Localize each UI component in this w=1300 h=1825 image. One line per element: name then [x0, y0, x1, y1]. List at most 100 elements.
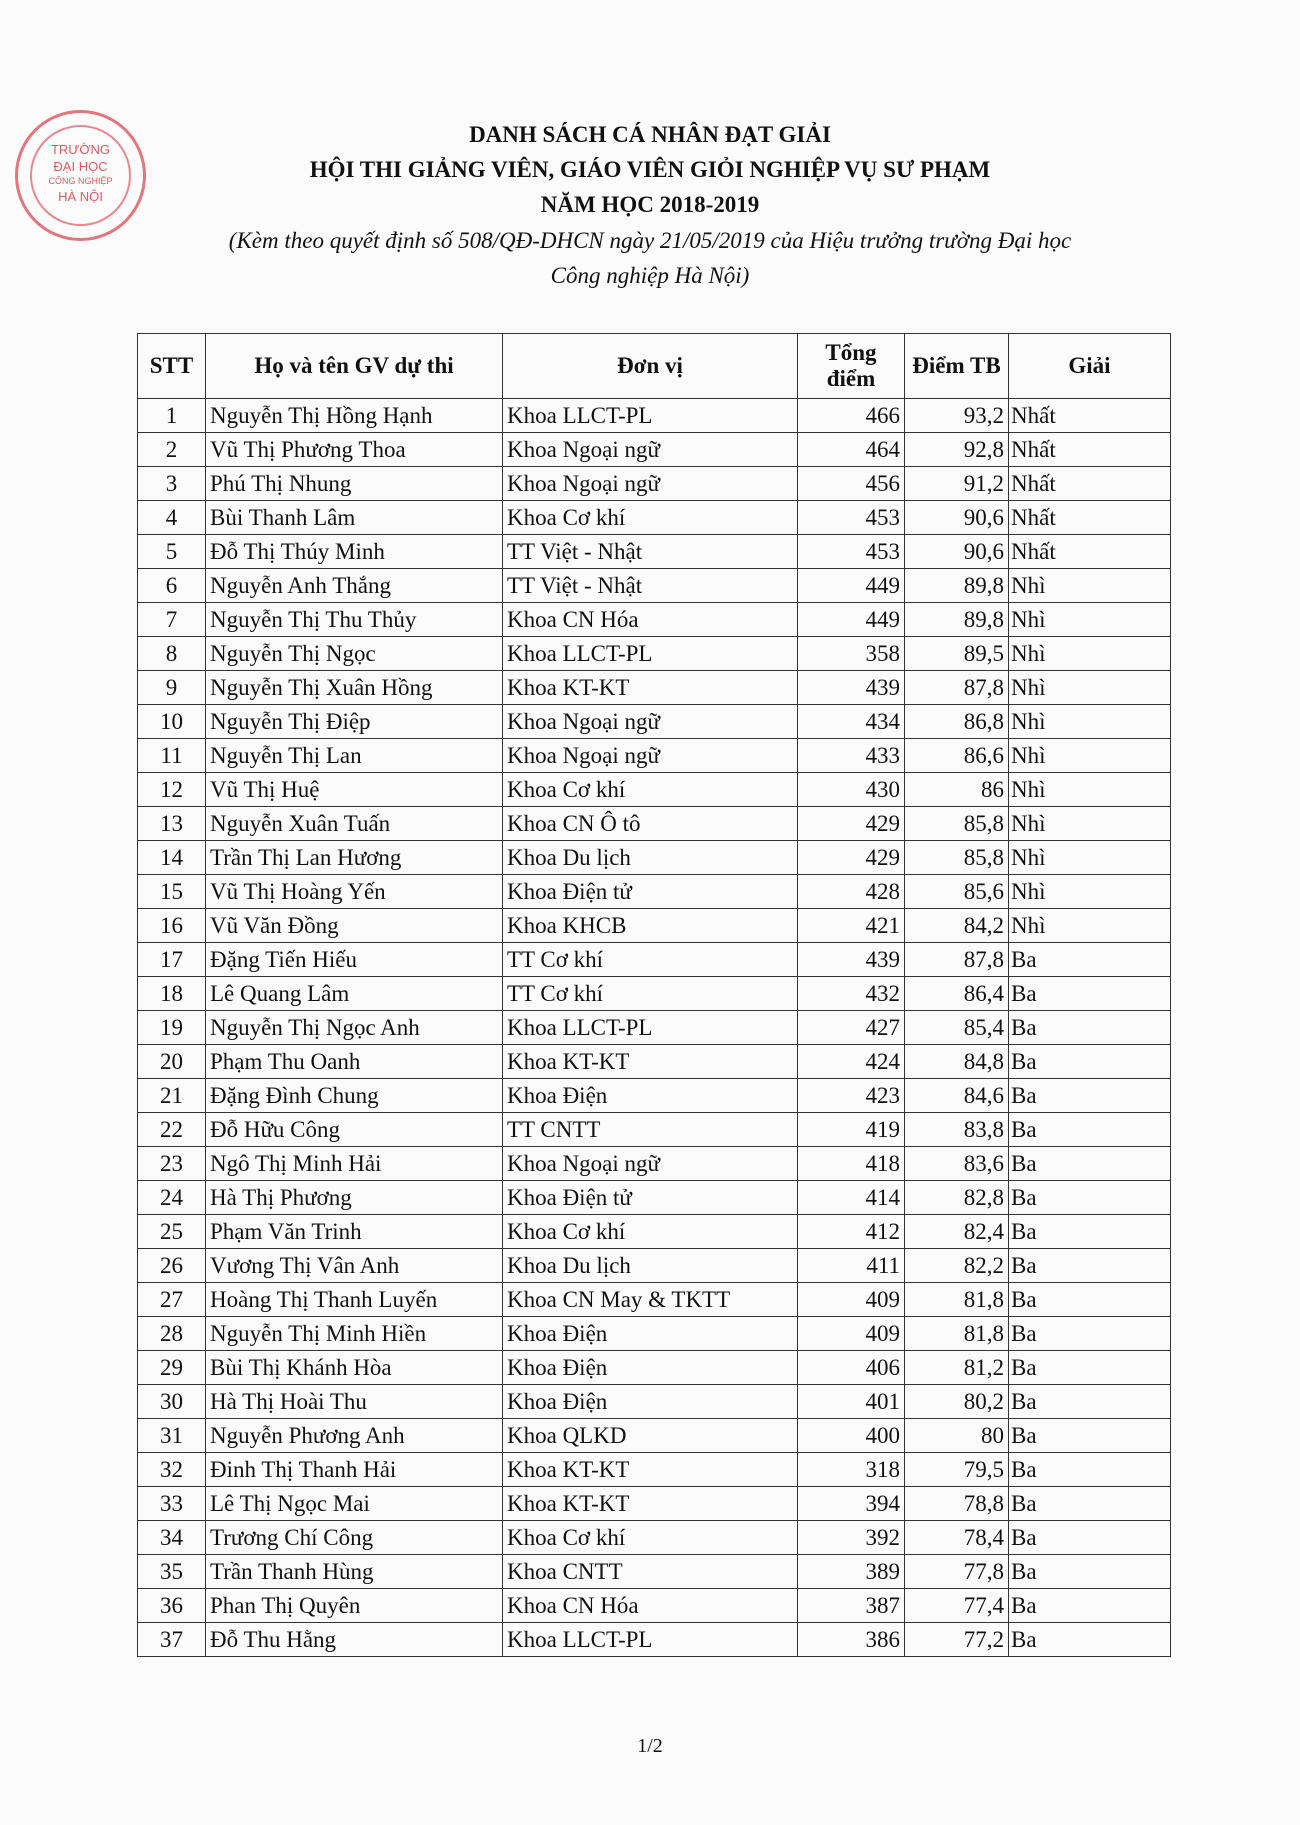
cell-total: 419 — [797, 1112, 905, 1147]
cell-total: 434 — [797, 704, 905, 739]
cell-stt: 8 — [137, 636, 206, 671]
cell-average: 89,8 — [904, 568, 1009, 603]
cell-total: 401 — [797, 1384, 905, 1419]
table-row: 17 Đặng Tiến Hiếu TT Cơ khí 439 87,8 Ba — [137, 942, 1171, 977]
cell-total: 429 — [797, 806, 905, 841]
cell-award: Ba — [1008, 1486, 1171, 1521]
cell-total: 449 — [797, 602, 905, 637]
cell-stt: 19 — [137, 1010, 206, 1045]
cell-total: 412 — [797, 1214, 905, 1249]
table-row: 15 Vũ Thị Hoàng Yến Khoa Điện tử 428 85,6 Nhì — [137, 874, 1171, 909]
cell-unit: Khoa Ngoại ngữ — [502, 1146, 798, 1181]
table-row: 5 Đỗ Thị Thúy Minh TT Việt - Nhật 453 90,6 Nh… — [137, 534, 1171, 569]
cell-total: 387 — [797, 1588, 905, 1623]
cell-stt: 32 — [137, 1452, 206, 1487]
cell-average: 85,4 — [904, 1010, 1009, 1045]
cell-unit: Khoa Điện — [502, 1078, 798, 1113]
cell-unit: Khoa CN Ô tô — [502, 806, 798, 841]
cell-unit: Khoa LLCT-PL — [502, 1622, 798, 1657]
cell-stt: 6 — [137, 568, 206, 603]
cell-average: 84,6 — [904, 1078, 1009, 1113]
cell-award: Ba — [1008, 1282, 1171, 1317]
cell-stt: 26 — [137, 1248, 206, 1283]
cell-award: Nhì — [1008, 704, 1171, 739]
cell-stt: 20 — [137, 1044, 206, 1079]
cell-name: Nguyễn Thị Điệp — [205, 704, 503, 739]
cell-name: Nguyễn Anh Thắng — [205, 568, 503, 603]
cell-stt: 13 — [137, 806, 206, 841]
cell-total: 411 — [797, 1248, 905, 1283]
cell-average: 82,2 — [904, 1248, 1009, 1283]
cell-average: 93,2 — [904, 398, 1009, 433]
cell-average: 89,5 — [904, 636, 1009, 671]
cell-name: Ngô Thị Minh Hải — [205, 1146, 503, 1181]
header-unit: Đơn vị — [502, 333, 798, 399]
cell-award: Ba — [1008, 1078, 1171, 1113]
cell-unit: Khoa Điện tử — [502, 874, 798, 909]
cell-unit: TT Việt - Nhật — [502, 534, 798, 569]
table-row: 26 Vương Thị Vân Anh Khoa Du lịch 411 82,2 Ba — [137, 1248, 1171, 1283]
cell-unit: Khoa Ngoại ngữ — [502, 466, 798, 501]
cell-award: Nhì — [1008, 568, 1171, 603]
cell-name: Đỗ Hữu Công — [205, 1112, 503, 1147]
cell-name: Đinh Thị Thanh Hải — [205, 1452, 503, 1487]
cell-total: 409 — [797, 1282, 905, 1317]
cell-award: Ba — [1008, 1044, 1171, 1079]
cell-unit: Khoa KT-KT — [502, 1486, 798, 1521]
title-line-2: HỘI THI GIẢNG VIÊN, GIÁO VIÊN GIỎI NGHIỆ… — [309, 157, 991, 182]
cell-average: 77,2 — [904, 1622, 1009, 1657]
cell-stt: 33 — [137, 1486, 206, 1521]
table-row: 34 Trương Chí Công Khoa Cơ khí 392 78,4 Ba — [137, 1520, 1171, 1555]
cell-award: Nhất — [1008, 466, 1171, 501]
cell-total: 427 — [797, 1010, 905, 1045]
cell-average: 86,4 — [904, 976, 1009, 1011]
cell-stt: 37 — [137, 1622, 206, 1657]
cell-name: Vũ Thị Phương Thoa — [205, 432, 503, 467]
cell-stt: 30 — [137, 1384, 206, 1419]
seal-inner-ring — [30, 125, 131, 226]
table-row: 11 Nguyễn Thị Lan Khoa Ngoại ngữ 433 86,6 Nhì — [137, 738, 1171, 773]
cell-average: 90,6 — [904, 534, 1009, 569]
table-row: 31 Nguyễn Phương Anh Khoa QLKD 400 80 Ba — [137, 1418, 1171, 1453]
cell-average: 85,8 — [904, 806, 1009, 841]
header-stt: STT — [137, 333, 206, 399]
cell-award: Nhì — [1008, 806, 1171, 841]
cell-total: 400 — [797, 1418, 905, 1453]
cell-unit: Khoa Du lịch — [502, 840, 798, 875]
cell-stt: 3 — [137, 466, 206, 501]
cell-stt: 2 — [137, 432, 206, 467]
cell-unit: Khoa KT-KT — [502, 1452, 798, 1487]
cell-award: Nhất — [1008, 534, 1171, 569]
decision-note-2: Công nghiệp Hà Nội) — [550, 263, 750, 288]
cell-average: 81,2 — [904, 1350, 1009, 1385]
cell-name: Nguyễn Thị Thu Thủy — [205, 602, 503, 637]
table-row: 8 Nguyễn Thị Ngọc Khoa LLCT-PL 358 89,5 Nhì — [137, 636, 1171, 671]
table-row: 36 Phan Thị Quyên Khoa CN Hóa 387 77,4 Ba — [137, 1588, 1171, 1623]
cell-name: Trương Chí Công — [205, 1520, 503, 1555]
cell-unit: Khoa KHCB — [502, 908, 798, 943]
cell-average: 84,8 — [904, 1044, 1009, 1079]
cell-award: Nhì — [1008, 772, 1171, 807]
table-row: 12 Vũ Thị Huệ Khoa Cơ khí 430 86 Nhì — [137, 772, 1171, 807]
table-row: 2 Vũ Thị Phương Thoa Khoa Ngoại ngữ 464 92,8… — [137, 432, 1171, 467]
cell-name: Bùi Thanh Lâm — [205, 500, 503, 535]
cell-name: Nguyễn Thị Ngọc Anh — [205, 1010, 503, 1045]
cell-stt: 16 — [137, 908, 206, 943]
cell-unit: Khoa Ngoại ngữ — [502, 738, 798, 773]
cell-stt: 14 — [137, 840, 206, 875]
cell-unit: Khoa LLCT-PL — [502, 636, 798, 671]
cell-unit: Khoa KT-KT — [502, 1044, 798, 1079]
table-row: 1 Nguyễn Thị Hồng Hạnh Khoa LLCT-PL 466 93,2… — [137, 398, 1171, 433]
cell-total: 428 — [797, 874, 905, 909]
seal-line-3: CÔNG NGHIỆP — [48, 176, 113, 186]
cell-total: 414 — [797, 1180, 905, 1215]
table-row: 29 Bùi Thị Khánh Hòa Khoa Điện 406 81,2 Ba — [137, 1350, 1171, 1385]
table-row: 7 Nguyễn Thị Thu Thủy Khoa CN Hóa 449 89,8 Nh… — [137, 602, 1171, 637]
cell-name: Nguyễn Xuân Tuấn — [205, 806, 503, 841]
header-award: Giải — [1008, 333, 1171, 399]
cell-total: 439 — [797, 670, 905, 705]
cell-award: Nhất — [1008, 500, 1171, 535]
cell-average: 86 — [904, 772, 1009, 807]
cell-name: Nguyễn Thị Xuân Hồng — [205, 670, 503, 705]
cell-award: Ba — [1008, 1622, 1171, 1657]
